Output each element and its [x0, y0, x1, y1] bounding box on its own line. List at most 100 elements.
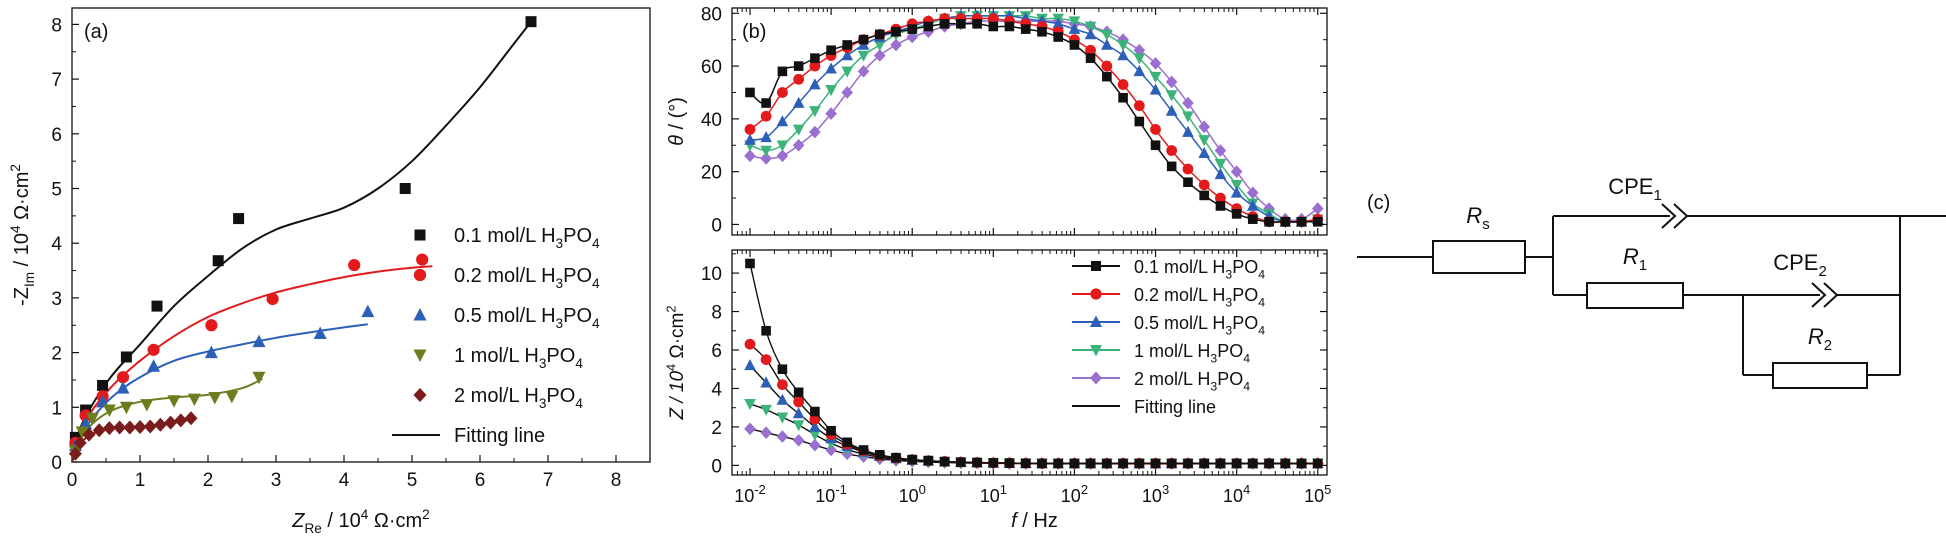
data-point — [776, 393, 789, 405]
data-point — [1280, 217, 1291, 227]
data-point — [1280, 458, 1291, 469]
data-point — [225, 390, 239, 404]
x-tick-label: 101 — [980, 482, 1007, 506]
data-point — [809, 106, 821, 118]
x-tick-label: 10-2 — [734, 482, 766, 506]
data-point — [1182, 125, 1194, 137]
data-point — [1183, 458, 1193, 469]
x-tick-label: 104 — [1223, 482, 1250, 506]
resistor-rs — [1432, 240, 1526, 274]
data-point — [1149, 57, 1162, 70]
legend-marker — [413, 268, 427, 282]
legend-label: 0.5 mol/L H3PO4 — [1134, 313, 1265, 337]
data-point — [143, 419, 157, 434]
data-point — [1102, 458, 1112, 469]
legend-label: 0.1 mol/L H3PO4 — [1134, 257, 1265, 281]
data-point — [777, 364, 788, 375]
data-point — [1084, 21, 1097, 33]
data-point — [939, 456, 950, 467]
data-point — [842, 437, 853, 448]
series — [744, 258, 1324, 470]
data-point — [1085, 458, 1096, 469]
data-point — [79, 409, 92, 422]
data-point — [841, 49, 854, 61]
data-point — [68, 446, 82, 461]
data-point — [1198, 135, 1210, 147]
data-point — [825, 107, 837, 120]
data-point — [1020, 24, 1031, 34]
resistor-r1 — [1586, 282, 1684, 309]
data-point — [1133, 100, 1145, 112]
x-tick-label: 1 — [135, 470, 146, 491]
y-tick-label: 2 — [51, 344, 62, 365]
data-point — [1215, 201, 1226, 211]
data-point — [793, 61, 804, 71]
data-point — [153, 417, 167, 432]
data-point — [102, 404, 116, 418]
data-point — [988, 21, 999, 32]
x-tick-label: 6 — [475, 470, 486, 491]
data-point — [147, 343, 160, 356]
data-point — [1102, 71, 1112, 82]
data-point — [956, 457, 966, 467]
data-point — [187, 393, 201, 407]
data-point — [1134, 458, 1145, 469]
legend-label: 0.1 mol/L H3PO4 — [454, 225, 600, 251]
data-point — [1231, 458, 1242, 469]
data-point — [923, 21, 934, 32]
data-point — [792, 420, 805, 432]
data-point — [1183, 177, 1193, 188]
x-axis-label: ZRe / 104 Ω·cm2 — [291, 507, 429, 536]
x-tick-label: 4 — [339, 470, 350, 491]
data-point — [399, 183, 411, 195]
plot-frame — [731, 7, 1328, 236]
data-point — [842, 40, 853, 50]
data-point — [760, 376, 772, 388]
data-point — [987, 13, 999, 24]
data-point — [792, 407, 805, 419]
data-point — [826, 425, 836, 436]
y-tick-label: 7 — [51, 70, 62, 91]
data-point — [988, 458, 999, 468]
legend-label: 0.5 mol/L H3PO4 — [454, 305, 600, 331]
data-point — [92, 423, 106, 438]
legend-label: 2 mol/L H3PO4 — [1134, 369, 1250, 393]
data-point — [1068, 22, 1081, 34]
data-point — [252, 371, 266, 385]
x-tick-label: 103 — [1142, 482, 1169, 506]
axis-ticks: 0 20 40 60 80 — [701, 4, 1327, 236]
data-point — [1215, 458, 1226, 469]
legend-label: 1 mol/L H3PO4 — [1134, 341, 1250, 365]
data-point — [809, 78, 821, 90]
data-point — [1118, 92, 1128, 103]
legend-marker — [413, 349, 427, 362]
data-point — [809, 413, 821, 425]
data-point — [777, 87, 788, 98]
data-point — [116, 381, 130, 394]
data-point — [809, 60, 821, 72]
data-point — [1085, 53, 1096, 63]
data-point — [777, 66, 788, 77]
legend-label: 0.2 mol/L H3PO4 — [1134, 285, 1265, 309]
y-tick-label: 4 — [51, 234, 62, 255]
y-tick-label: 8 — [51, 15, 62, 36]
data-point — [116, 371, 130, 384]
y-tick-label: 60 — [701, 57, 722, 78]
y-tick-label: 0 — [711, 456, 722, 477]
data-point — [809, 438, 821, 452]
data-point — [1165, 90, 1178, 102]
data-point — [825, 85, 837, 97]
data-point — [841, 86, 854, 99]
data-point — [205, 319, 218, 332]
data-point — [760, 131, 772, 143]
x-tick-label: 7 — [543, 470, 554, 491]
data-point — [792, 434, 805, 447]
data-point — [212, 255, 224, 267]
legend-marker — [1090, 315, 1102, 327]
data-point — [809, 125, 821, 139]
y-axis-label: -ZIm / 104 Ω·cm2 — [8, 164, 37, 306]
data-point — [164, 415, 178, 430]
data-point — [776, 149, 789, 163]
data-point — [1246, 199, 1259, 211]
panel-b-phase: 0 20 40 60 80 θ / (°) (b) — [666, 4, 1328, 236]
